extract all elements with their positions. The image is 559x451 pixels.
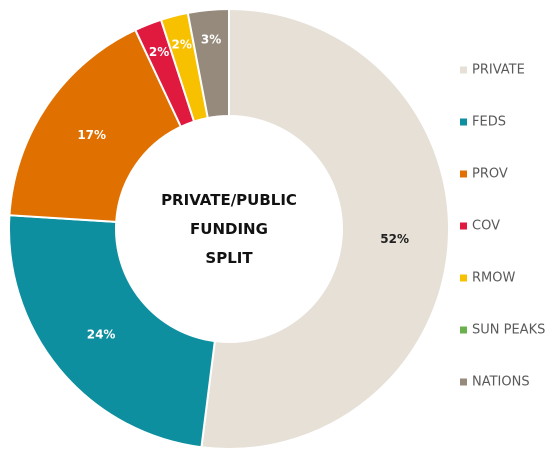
legend-swatch: [460, 326, 467, 334]
legend-label: RMOW: [472, 271, 515, 286]
donut-slice: [8, 214, 216, 449]
legend-swatch: [460, 170, 467, 178]
legend-swatch: [460, 222, 467, 230]
legend-label: PROV: [472, 167, 508, 182]
data-label: 52%: [380, 232, 409, 246]
legend-label: SUN PEAKS: [472, 323, 545, 338]
legend-swatch: [460, 274, 467, 282]
donut-slice: [8, 28, 183, 223]
chart-title: PRIVATE/PUBLIC FUNDING SPLIT: [161, 191, 297, 267]
data-label: 24%: [87, 327, 116, 341]
data-label: 17%: [77, 128, 106, 142]
data-label: 3%: [201, 32, 221, 46]
legend-swatch: [460, 378, 467, 386]
legend-swatch: [460, 66, 467, 74]
legend-label: COV: [472, 219, 500, 234]
legend-label: PRIVATE: [472, 63, 525, 78]
data-label: 2%: [172, 37, 192, 51]
legend-swatch: [460, 118, 467, 126]
legend-label: FEDS: [472, 115, 506, 130]
donut-slice: [200, 7, 450, 450]
donut-slice: [186, 7, 230, 120]
legend-label: NATIONS: [472, 375, 530, 390]
data-label: 2%: [149, 45, 169, 59]
